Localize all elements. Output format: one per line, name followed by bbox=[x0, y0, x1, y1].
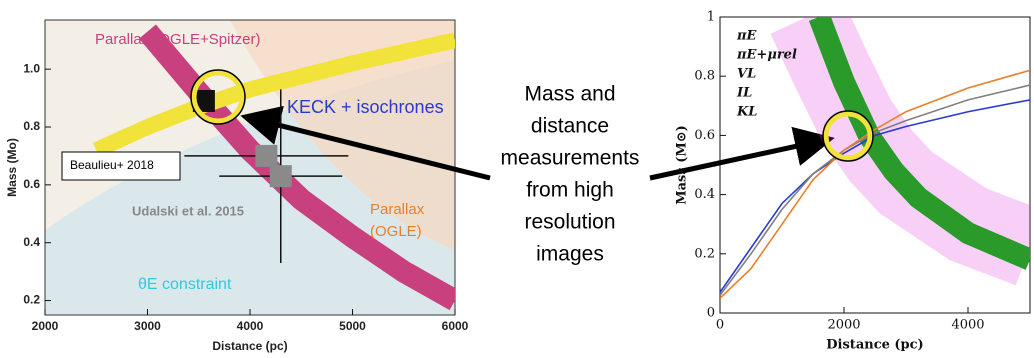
callout: Mass and distance measurements from high res… bbox=[501, 83, 640, 266]
highlight-ring-outline bbox=[822, 110, 874, 162]
highlight-ring bbox=[191, 70, 245, 124]
callout-line: distance bbox=[531, 115, 609, 138]
x-axis-label: Distance (pc) bbox=[826, 338, 923, 353]
callout-line: from high bbox=[526, 179, 614, 202]
y-tick-label: 0.6 bbox=[23, 177, 40, 191]
legend-label: πE bbox=[736, 29, 758, 44]
y-axis-label: Mass (M⊙) bbox=[675, 125, 690, 205]
y-tick-label: 0.4 bbox=[694, 187, 715, 202]
y-tick-label: 0 bbox=[707, 306, 715, 321]
point bbox=[269, 165, 292, 188]
annotation: Parallax bbox=[370, 201, 425, 218]
callout-line: images bbox=[536, 243, 604, 266]
callout-line: Mass and bbox=[524, 83, 615, 106]
series-line bbox=[808, 17, 1030, 270]
x-tick-label: 0 bbox=[716, 318, 724, 333]
y-tick-label: 0.4 bbox=[23, 235, 40, 249]
legend-label: IL bbox=[736, 86, 752, 101]
plot-area bbox=[720, 17, 1030, 299]
annotation: Udalski et al. 2015 bbox=[132, 203, 244, 218]
legend-label: KL bbox=[736, 105, 757, 120]
x-axis-label: Distance (pc) bbox=[212, 339, 287, 353]
annotation: Beaulieu+ 2018 bbox=[70, 158, 154, 172]
x-tick-label: 4000 bbox=[237, 319, 264, 333]
y-axis-label: Mass (Mo) bbox=[5, 138, 19, 197]
y-tick-label: 0.2 bbox=[23, 293, 40, 307]
y-tick-label: 0.2 bbox=[694, 246, 715, 261]
legend-label: πE+μrel bbox=[736, 48, 797, 63]
x-tick-label: 2000 bbox=[32, 319, 59, 333]
callout-line: measurements bbox=[501, 147, 640, 170]
x-tick-label: 6000 bbox=[442, 319, 469, 333]
x-tick-label: 3000 bbox=[134, 319, 161, 333]
label-box bbox=[61, 151, 181, 181]
series-line bbox=[92, 32, 455, 158]
annotation: (OGLE) bbox=[370, 223, 422, 240]
series-label: KECK + isochrones bbox=[287, 97, 444, 117]
left-background bbox=[45, 20, 455, 315]
y-tick-label: 0.6 bbox=[694, 128, 715, 143]
callout-line: resolution bbox=[524, 211, 615, 234]
highlight-ring-outline bbox=[190, 69, 246, 125]
point bbox=[255, 144, 278, 167]
x-tick-label: 2000 bbox=[827, 318, 860, 333]
y-tick-label: 1.0 bbox=[23, 61, 40, 75]
y-tick-label: 0.8 bbox=[694, 69, 715, 84]
arrow-right bbox=[649, 126, 835, 181]
highlight-ring bbox=[823, 111, 873, 161]
series-line bbox=[720, 69, 1030, 299]
series-line bbox=[720, 99, 1030, 293]
x-tick-label: 4000 bbox=[951, 318, 984, 333]
y-tick-label: 1 bbox=[707, 10, 715, 25]
arrow-left bbox=[240, 105, 491, 181]
y-tick-label: 0.8 bbox=[23, 119, 40, 133]
legend-label: VL bbox=[737, 67, 756, 82]
series-label: Parallax (OGLE+Spitzer) bbox=[95, 31, 260, 48]
x-tick-label: 5000 bbox=[339, 319, 366, 333]
annotation: θE constraint bbox=[138, 276, 232, 293]
